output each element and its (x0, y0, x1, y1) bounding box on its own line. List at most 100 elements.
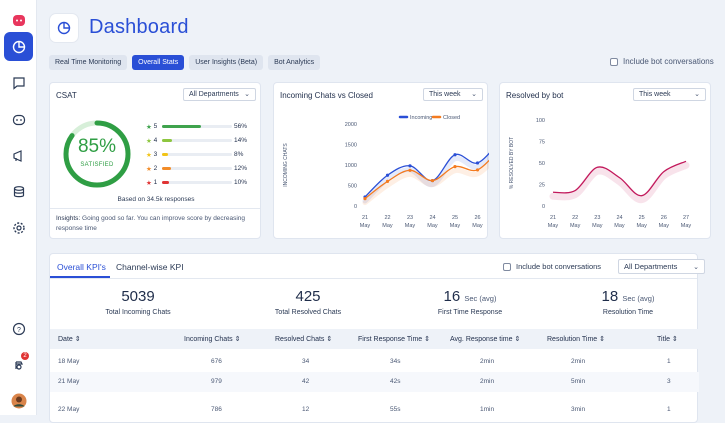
tab-channel-wise-kpi[interactable]: Channel-wise KPI (116, 262, 184, 272)
y-tick-label: 2000 (345, 122, 357, 128)
cell-incoming: 979 (211, 378, 222, 385)
cell-resolution: 3min (571, 406, 586, 413)
kpi-incoming-label: Total Incoming Chats (105, 309, 171, 316)
x-tick-label: 26 (661, 215, 667, 221)
cell-date: 22 May (58, 406, 80, 413)
kpi-resolved-value: 425 (295, 288, 321, 305)
campaign-nav-icon[interactable] (4, 141, 33, 170)
cell-incoming: 676 (211, 358, 222, 365)
y-axis-label: INCOMING CHATS (283, 143, 289, 187)
settings-nav-icon[interactable] (4, 213, 33, 242)
col-resolution-time[interactable]: Resolution Time ⇕ (547, 336, 606, 343)
notifications-nav-icon[interactable]: 2 (4, 350, 33, 379)
x-tick-label: 22 (384, 215, 390, 221)
user-avatar[interactable] (4, 386, 33, 415)
table-row[interactable]: 22 May 786 12 55s 1min 3min 1 (50, 400, 699, 420)
chat-nav-icon[interactable] (4, 68, 33, 97)
csat-pct: 8% (234, 151, 244, 158)
data-point (475, 161, 480, 165)
data-point (408, 168, 412, 172)
series-glow (362, 161, 489, 206)
x-tick-label: May (360, 223, 371, 229)
kpi-incoming-value: 5039 (121, 288, 155, 305)
include-bot-toggle[interactable]: Include bot conversations (610, 57, 714, 66)
bot-nav-icon[interactable] (4, 105, 33, 134)
dashboard-nav-icon[interactable] (4, 32, 33, 61)
series-glow (549, 161, 690, 204)
kpi-include-bot-checkbox[interactable] (503, 262, 511, 271)
include-bot-label: Include bot conversations (623, 57, 714, 66)
y-tick-label: 0 (354, 204, 357, 210)
insights-text: Going good so far. You can improve score… (56, 215, 245, 232)
col-first-response-time[interactable]: First Response Time ⇕ (358, 336, 430, 343)
tab-real-time-monitoring[interactable]: Real Time Monitoring (49, 55, 128, 70)
csat-pct: 14% (234, 137, 248, 144)
data-point (408, 164, 412, 168)
kpi-card: Overall KPI's Channel-wise KPI Include b… (49, 253, 705, 423)
col-avg-response-time[interactable]: Avg. Response time ⇕ (450, 336, 521, 343)
col-incoming-chats[interactable]: Incoming Chats ⇕ (184, 336, 241, 343)
x-tick-label: 21 (550, 215, 556, 221)
resolved-period-dropdown[interactable]: This week ⌄ (633, 88, 706, 101)
csat-department-dropdown[interactable]: All Departments ⌄ (183, 88, 256, 101)
cell-title: 1 (667, 406, 671, 413)
database-nav-icon[interactable] (4, 177, 33, 206)
x-tick-label: 26 (474, 215, 480, 221)
data-point (385, 173, 390, 177)
star-count: 2 (153, 165, 158, 172)
x-tick-label: 27 (683, 215, 689, 221)
csat-bar-fill (162, 181, 170, 184)
csat-dropdown-value: All Departments (189, 91, 239, 98)
include-bot-checkbox[interactable] (610, 57, 618, 66)
legend-label: Incoming (410, 115, 432, 121)
x-tick-label: 25 (639, 215, 645, 221)
divider (50, 278, 697, 279)
star-count: 1 (153, 179, 158, 186)
csat-satisfied-label: SATISFIED (80, 162, 114, 168)
cell-first-response: 42s (390, 378, 401, 385)
data-point (453, 153, 457, 157)
kpi-resolution-label: Resolution Time (602, 309, 654, 316)
star-icon: ★ (146, 151, 152, 159)
table-row[interactable]: 18 May 676 34 34s 2min 2min 1 (50, 352, 699, 372)
y-tick-label: 75 (539, 140, 545, 146)
col-resolved-chats[interactable]: Resolved Chats ⇕ (275, 336, 333, 343)
series-glow (362, 153, 489, 204)
kpi-include-bot-toggle[interactable]: Include bot conversations (503, 262, 601, 271)
col-title[interactable]: Title ⇕ (657, 336, 678, 343)
tab-user-insights[interactable]: User Insights (Beta) (189, 55, 264, 70)
x-tick-label: 23 (407, 215, 413, 221)
x-tick-label: May (450, 223, 461, 229)
csat-row-3: ★ 3 (146, 150, 233, 159)
chevron-down-icon: ⌄ (244, 91, 250, 98)
table-row[interactable]: 21 May 979 42 42s 2min 5min 3 (50, 372, 699, 392)
chevron-down-icon: ⌄ (471, 91, 477, 98)
star-count: 3 (153, 151, 158, 158)
star-icon: ★ (146, 165, 152, 173)
kpi-department-dropdown[interactable]: All Departments ⌄ (618, 259, 705, 274)
csat-row-1: ★ 1 (146, 178, 233, 187)
x-tick-label: 25 (452, 215, 458, 221)
app-logo-icon[interactable] (4, 6, 33, 35)
csat-insights: Insights: Going good so far. You can imp… (56, 214, 256, 234)
kpi-include-bot-label: Include bot conversations (516, 262, 602, 271)
x-tick-label: 22 (572, 215, 578, 221)
data-point (475, 168, 480, 172)
x-tick-label: May (614, 223, 625, 229)
y-tick-label: 0 (542, 204, 545, 210)
star-icon: ★ (146, 137, 152, 145)
tab-bot-analytics[interactable]: Bot Analytics (268, 55, 321, 70)
data-point (385, 179, 390, 183)
tab-overall-stats[interactable]: Overall Stats (132, 55, 185, 70)
csat-card: CSAT All Departments ⌄ 85% SATISFIED ★ 5 … (49, 82, 261, 239)
x-tick-label: May (570, 223, 581, 229)
data-point (363, 197, 367, 201)
help-nav-icon[interactable]: ? (4, 314, 33, 343)
cell-title: 3 (667, 378, 671, 385)
chevron-down-icon: ⌄ (694, 91, 700, 98)
tab-overall-kpis[interactable]: Overall KPI's (57, 262, 106, 272)
col-date[interactable]: Date ⇕ (58, 336, 81, 343)
cell-date: 18 May (58, 358, 80, 365)
incoming-period-dropdown[interactable]: This week ⌄ (423, 88, 483, 101)
y-tick-label: 1000 (345, 163, 357, 169)
